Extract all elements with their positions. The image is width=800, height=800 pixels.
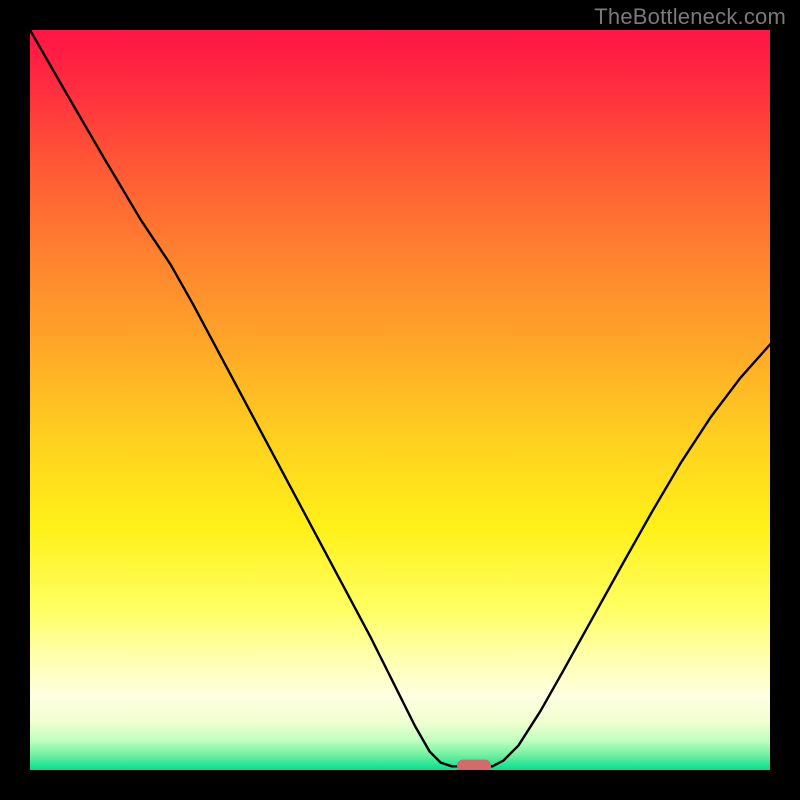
sweet-spot-marker — [457, 760, 491, 770]
bottleneck-chart — [30, 30, 770, 770]
watermark-text: TheBottleneck.com — [594, 4, 786, 30]
chart-svg — [30, 30, 770, 770]
chart-background — [30, 30, 770, 770]
